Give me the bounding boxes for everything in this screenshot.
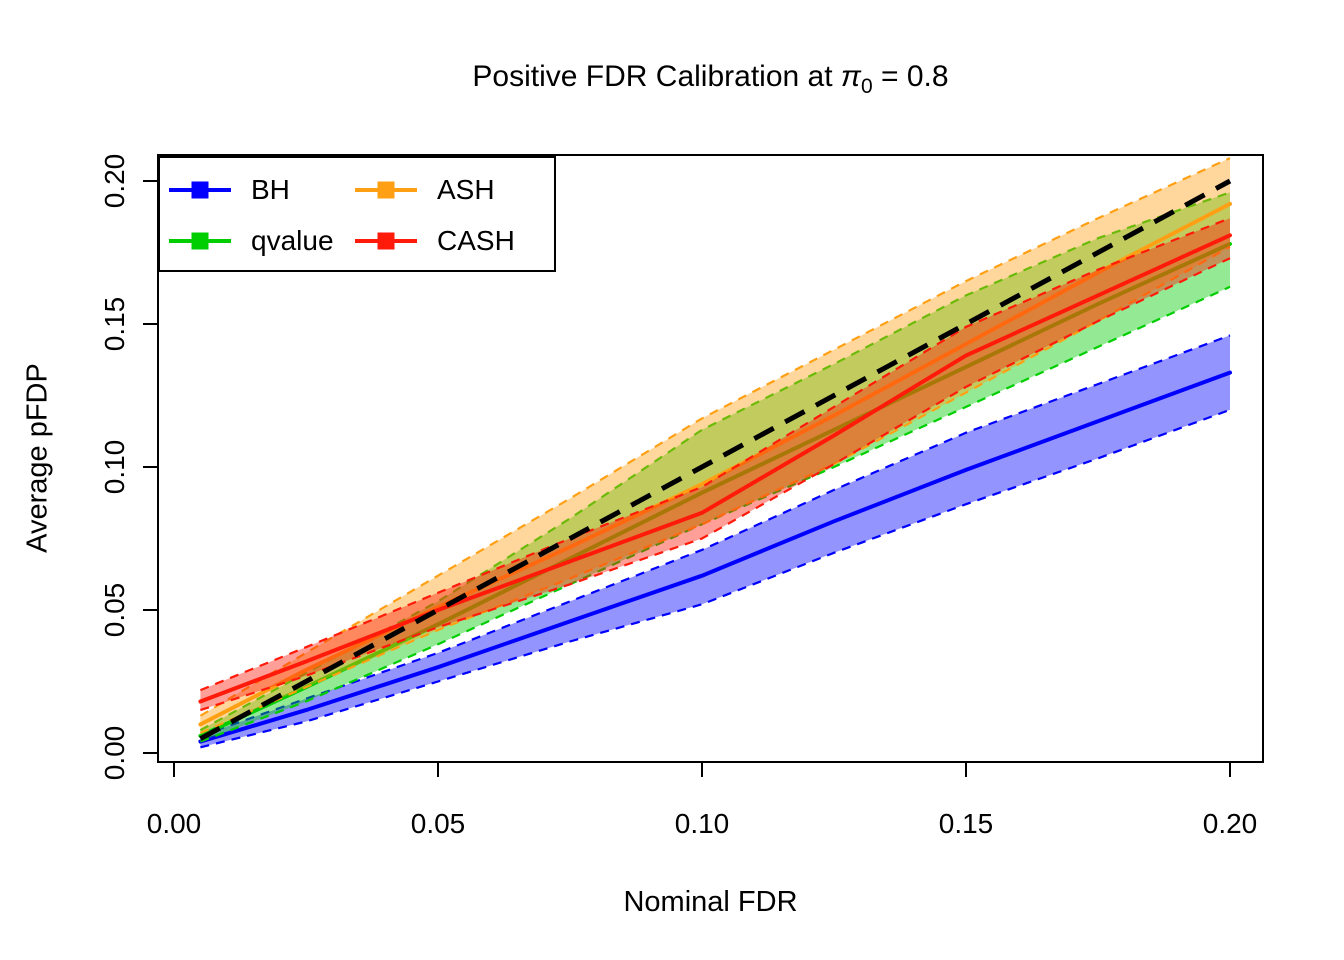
qvalue-band-lower-edge	[200, 285, 1231, 743]
chart-title: Positive FDR Calibration at π0 = 0.8	[158, 60, 1263, 99]
chart-title-text: Positive FDR Calibration at	[472, 60, 841, 93]
y-tick-label: 0.00	[99, 726, 130, 781]
identity-dashed-line	[199, 178, 1232, 741]
cash-band-upper-edge	[199, 217, 1231, 692]
qvalue-line-swatch-icon	[169, 232, 231, 249]
plot-series-layer	[198, 157, 1232, 749]
legend-item-qvalue: qvalue	[169, 215, 355, 266]
ash-confidence-band	[200, 158, 1230, 734]
legend-item-cash: CASH	[355, 215, 554, 266]
cash-line-swatch-icon	[355, 232, 417, 249]
y-tick-label: 0.10	[99, 440, 130, 495]
cash-mean-line	[198, 233, 1232, 704]
legend-item-bh: BH	[169, 164, 355, 215]
bh-confidence-band	[200, 335, 1230, 748]
y-tick-label: 0.15	[99, 297, 130, 352]
legend-label-cash: CASH	[437, 224, 515, 256]
ash-line-swatch-icon	[355, 181, 417, 198]
legend-item-ash: ASH	[355, 164, 554, 215]
x-tick-label: 0.15	[939, 808, 994, 839]
bh-mean-line	[198, 370, 1232, 744]
bh-line-swatch-icon	[169, 181, 231, 198]
pi-subscript: 0	[860, 75, 873, 98]
plot-border	[157, 154, 1264, 763]
ash-band-upper-edge	[199, 157, 1231, 717]
legend: BH ASH qvalue CASH	[158, 156, 556, 272]
x-tick-label: 0.20	[1203, 808, 1258, 839]
bh-band-upper-edge	[200, 334, 1231, 737]
pi-symbol: π	[840, 60, 861, 93]
y-tick-label: 0.20	[99, 154, 130, 209]
x-tick-label: 0.10	[675, 808, 730, 839]
x-axis-title: Nominal FDR	[623, 886, 798, 918]
x-tick-label: 0.05	[411, 808, 466, 839]
y-tick-label: 0.05	[99, 583, 130, 638]
qvalue-mean-line	[198, 241, 1232, 738]
x-tick-label: 0.00	[147, 808, 202, 839]
ash-mean-line	[198, 201, 1232, 727]
qvalue-band-upper-edge	[199, 191, 1231, 732]
legend-label-bh: BH	[251, 173, 290, 205]
legend-label-qvalue: qvalue	[251, 224, 334, 256]
legend-label-ash: ASH	[437, 173, 495, 205]
chart-title-value: = 0.8	[872, 60, 949, 93]
ash-band-lower-edge	[199, 245, 1231, 735]
cash-confidence-band	[200, 218, 1230, 711]
bh-band-lower-edge	[200, 408, 1231, 749]
cash-band-lower-edge	[200, 257, 1231, 712]
